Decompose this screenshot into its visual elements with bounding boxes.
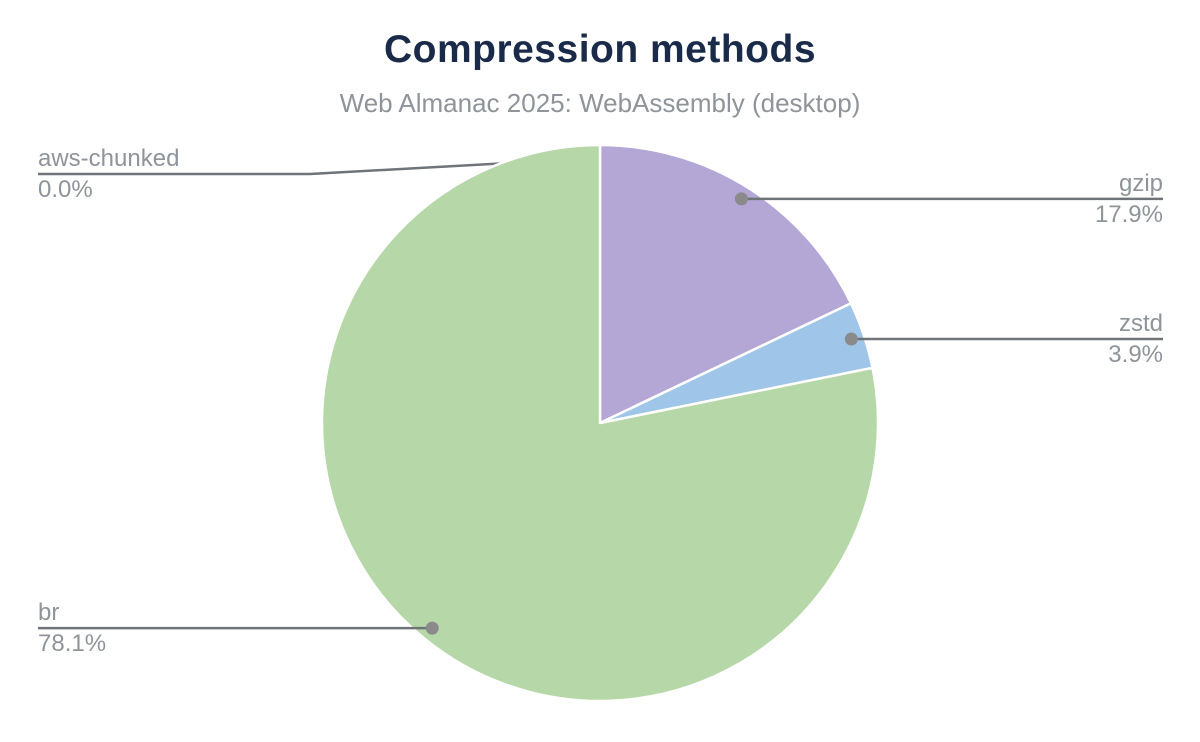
callout-label-gzip: gzip 17.9% [1095, 168, 1163, 230]
pie-slice-br[interactable] [320, 143, 880, 703]
chart-title: Compression methods [383, 28, 817, 71]
slice-percent-label: 17.9% [1094, 200, 1163, 228]
slice-percent-label: 0.0% [38, 176, 93, 203]
callout-dot-zstd [844, 332, 858, 346]
callout-dot-gzip [734, 192, 748, 206]
callout-label-aws-chunked: aws-chunked 0.0% [38, 143, 179, 205]
slice-name-label: zstd [1118, 310, 1163, 338]
slice-name-label: aws-chunked [38, 145, 180, 172]
chart-subtitle: Web Almanac 2025: WebAssembly (desktop) [339, 88, 861, 118]
slice-name-label: br [38, 599, 60, 627]
slice-percent-label: 3.9% [1108, 341, 1163, 369]
callout-dot-br [425, 621, 439, 635]
pie-slice-gzip[interactable] [598, 143, 853, 425]
slice-name-label: gzip [1118, 169, 1163, 197]
callout-label-br: br 78.1% [38, 597, 106, 659]
callout-label-zstd: zstd 3.9% [1108, 308, 1163, 370]
slice-percent-label: 78.1% [38, 630, 107, 658]
